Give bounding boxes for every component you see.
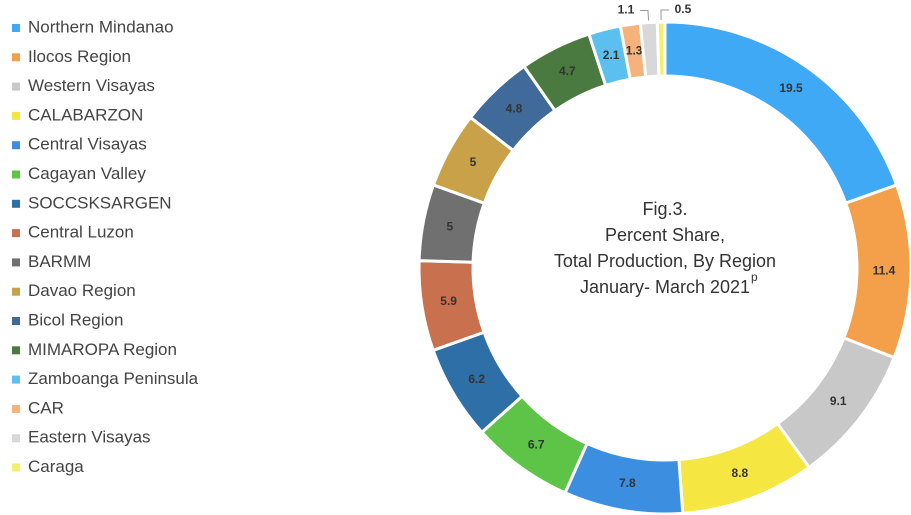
value-label: 11.4 xyxy=(873,263,896,277)
legend-label: BARMM xyxy=(28,252,91,271)
legend-swatch xyxy=(12,434,20,443)
legend-label: Western Visayas xyxy=(28,76,155,95)
title-superscript: p xyxy=(751,270,758,284)
value-label: 7.8 xyxy=(619,476,636,490)
legend-label: Caraga xyxy=(28,457,84,476)
leader-line xyxy=(660,9,669,21)
value-label: 1.1 xyxy=(618,3,635,17)
legend-swatch xyxy=(12,82,20,91)
legend-label: Bicol Region xyxy=(28,310,123,329)
legend-swatch xyxy=(12,199,20,208)
legend-label: Zamboanga Peninsula xyxy=(28,369,199,388)
leader-line xyxy=(639,10,650,21)
value-label: 5.9 xyxy=(440,294,457,308)
legend-swatch xyxy=(12,375,20,384)
value-label: 4.8 xyxy=(506,102,523,116)
value-label: 8.8 xyxy=(732,466,749,480)
legend-swatch xyxy=(12,141,20,150)
value-label: 2.1 xyxy=(603,48,620,62)
legend-label: Cagayan Valley xyxy=(28,164,146,183)
legend-label: Ilocos Region xyxy=(28,47,131,66)
legend-label: MIMAROPA Region xyxy=(28,340,177,359)
donut-slice xyxy=(655,20,667,78)
legend-swatch xyxy=(12,404,20,413)
legend-label: Davao Region xyxy=(28,281,136,300)
value-label: 4.7 xyxy=(559,64,576,78)
value-label: 19.5 xyxy=(779,81,803,95)
value-label: 9.1 xyxy=(830,394,847,408)
value-label: 6.7 xyxy=(528,437,545,451)
legend-swatch xyxy=(12,346,20,355)
center-title: January- March 2021 xyxy=(580,277,750,297)
legend-swatch xyxy=(12,287,20,296)
center-title: Fig.3. xyxy=(642,199,687,219)
legend-label: CAR xyxy=(28,398,64,417)
legend-label: Central Luzon xyxy=(28,223,134,242)
legend-swatch xyxy=(12,463,20,472)
legend-swatch xyxy=(12,229,20,238)
legend-swatch xyxy=(12,24,20,32)
value-label: 5 xyxy=(470,155,477,169)
legend-swatch xyxy=(12,111,20,120)
legend-swatch xyxy=(12,170,20,179)
legend-label: SOCCSKSARGEN xyxy=(28,193,172,212)
value-label: 5 xyxy=(446,219,453,233)
legend-label: Eastern Visayas xyxy=(28,428,151,447)
center-title: Percent Share, xyxy=(605,225,725,245)
legend-swatch xyxy=(12,53,20,62)
legend-label: Central Visayas xyxy=(28,135,147,154)
value-label: 1.3 xyxy=(626,43,643,57)
donut-slice xyxy=(663,20,899,206)
legend-label: Northern Mindanao xyxy=(28,17,174,36)
value-label: 0.5 xyxy=(675,2,692,16)
legend-swatch xyxy=(12,258,20,267)
center-title: Total Production, By Region xyxy=(554,251,776,271)
value-label: 6.2 xyxy=(468,372,485,386)
legend-swatch xyxy=(12,317,20,325)
legend-label: CALABARZON xyxy=(28,105,143,124)
